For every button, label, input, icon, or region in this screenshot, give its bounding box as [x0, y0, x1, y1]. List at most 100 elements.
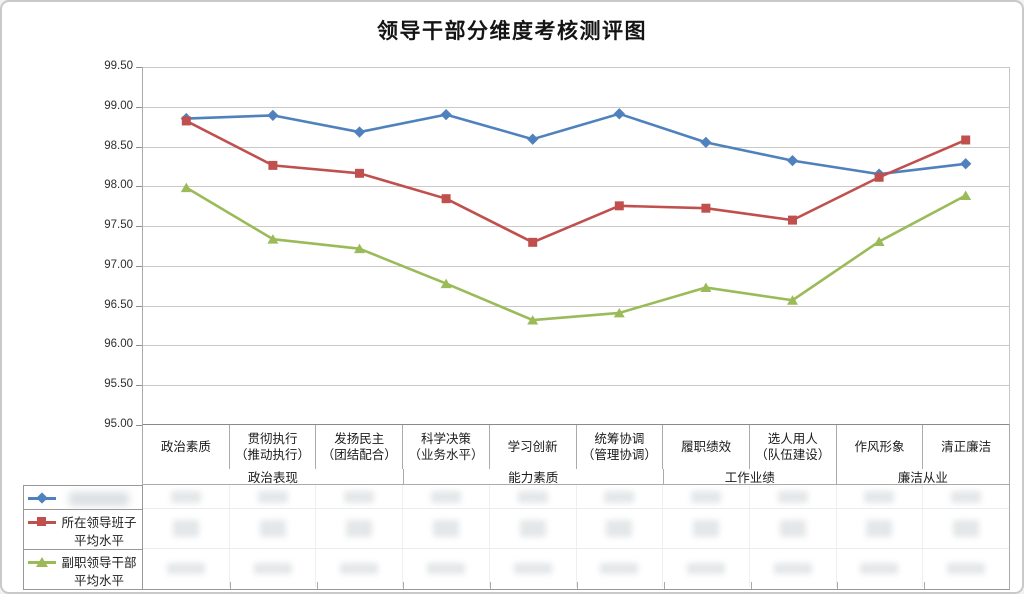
plot-area: [136, 67, 1010, 426]
series-marker-triangle: [873, 236, 885, 247]
series-marker-diamond: [267, 109, 279, 122]
value-smudge: [866, 520, 893, 537]
gridline: [143, 265, 1009, 267]
table-cell-redacted: [575, 509, 663, 548]
y-axis-tick: [136, 146, 142, 148]
y-axis-tick: [136, 425, 142, 426]
value-smudge: [253, 562, 292, 574]
x-group-label: 能力素质: [402, 469, 663, 485]
column-tick: [490, 582, 492, 589]
value-smudge: [513, 562, 552, 574]
value-smudge: [687, 562, 726, 574]
triangle-icon: [36, 557, 48, 567]
column-tick: [837, 582, 839, 589]
value-smudge: [777, 490, 808, 503]
series-marker-square: [614, 201, 624, 211]
series-marker-triangle: [440, 278, 452, 289]
legend-label-redacted: [58, 490, 140, 506]
x-category-label: 科学决策 （业务水平）: [402, 425, 489, 469]
value-smudge: [166, 562, 205, 574]
gridline: [143, 345, 1009, 347]
column-tick: [924, 582, 926, 589]
value-smudge: [691, 490, 722, 503]
gridline: [143, 146, 1009, 148]
series-line-2: [185, 186, 967, 322]
series-line-1: [185, 119, 967, 244]
series-marker-diamond: [440, 108, 452, 121]
series-line-0: [186, 112, 966, 176]
table-cell-redacted: [228, 509, 316, 548]
redaction-blur: [69, 492, 129, 506]
series-marker-square: [181, 116, 191, 126]
y-axis-tick: [136, 265, 142, 267]
series-marker-diamond: [786, 154, 799, 167]
gridline: [143, 67, 1009, 68]
value-smudge: [430, 490, 461, 503]
y-axis-label: 97.00: [104, 258, 133, 271]
y-axis-tick: [136, 305, 142, 307]
x-category-label: 贯彻执行 （推动执行）: [228, 425, 316, 469]
legend-item: [24, 486, 142, 509]
table-cell-redacted: [748, 549, 836, 587]
table-cell-redacted: [488, 549, 576, 587]
y-axis-tick: [136, 67, 142, 68]
series-marker-triangle: [700, 282, 712, 293]
legend-label: 所在领导班子 平均水平: [61, 516, 137, 549]
x-category-label: 清正廉洁: [922, 425, 1009, 469]
gridline: [143, 106, 1009, 108]
x-category-label: 学习创新: [488, 425, 576, 469]
table-cell-redacted: [662, 549, 749, 587]
legend-diamond-icon: [26, 491, 58, 505]
series-marker-triangle: [787, 295, 798, 305]
gridline: [143, 186, 1009, 188]
table-cell-redacted: [143, 549, 229, 587]
y-axis-labels: 99.50 99.00 98.50 98.00 97.50 97.00 96.50 96.00…: [2, 60, 136, 430]
series-marker-diamond: [353, 126, 366, 138]
table-cell-redacted: [402, 509, 489, 548]
table-cell-redacted: [488, 485, 576, 508]
y-axis-label: 95.50: [104, 378, 133, 391]
table-row: [143, 508, 1009, 548]
table-cell-redacted: [662, 485, 749, 508]
y-axis-tick: [136, 345, 142, 347]
column-tick: [316, 582, 318, 589]
value-smudge: [604, 490, 635, 503]
y-axis-label: 99.00: [104, 99, 133, 112]
value-smudge: [951, 490, 982, 503]
series-marker-diamond: [613, 108, 625, 120]
y-axis-label: 97.50: [104, 219, 133, 232]
square-icon: [37, 517, 46, 526]
value-smudge: [947, 562, 986, 574]
value-smudge: [606, 520, 633, 537]
table-cell-redacted: [228, 549, 316, 587]
value-smudge: [519, 520, 546, 537]
value-smudge: [517, 490, 548, 503]
table-cell-redacted: [402, 549, 489, 587]
y-axis-tick: [136, 385, 142, 387]
line-series-svg: [180, 108, 972, 325]
table-row: [143, 548, 1009, 587]
value-smudge: [259, 520, 286, 537]
value-smudge: [344, 490, 375, 503]
gridline: [143, 226, 1009, 228]
table-cell-redacted: [315, 509, 402, 548]
y-axis-label: 98.50: [104, 139, 133, 152]
value-smudge: [257, 490, 288, 503]
x-category-label: 履职绩效: [662, 425, 749, 469]
series-marker-square: [268, 160, 278, 170]
y-axis-label: 98.00: [104, 179, 133, 192]
value-smudge: [346, 520, 373, 537]
legend-item: 所在领导班子 平均水平: [24, 509, 142, 549]
x-group-label: 廉洁从业: [835, 469, 1009, 485]
value-smudge: [864, 490, 895, 503]
value-smudge: [779, 520, 806, 537]
x-category-label: 作风形象: [835, 425, 923, 469]
y-axis-label: 95.00: [104, 418, 133, 430]
table-cell-redacted: [228, 485, 316, 508]
series-marker-square: [788, 215, 797, 225]
series-marker-square: [355, 168, 364, 178]
x-category-label: 选人用人 （队伍建设）: [748, 425, 836, 469]
table-cell-redacted: [835, 509, 923, 548]
column-tick: [403, 582, 405, 589]
